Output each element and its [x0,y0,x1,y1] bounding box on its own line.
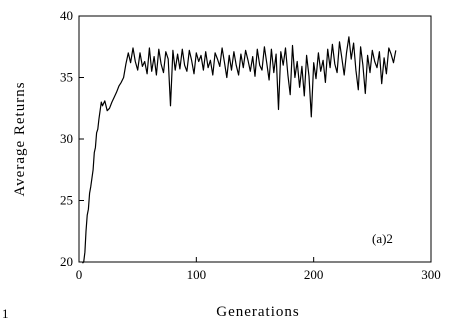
x-tick-label: 100 [187,267,207,282]
y-axis-ticks: 20 25 30 35 40 [60,8,84,269]
y-axis-title: Average Returns [12,81,28,196]
panel-annotation: (a)2 [372,231,393,246]
series-layer [82,36,397,264]
series-line [82,36,397,264]
x-tick-label: 200 [304,267,324,282]
x-tick-label: 300 [421,267,441,282]
y-tick-label: 30 [60,131,73,146]
x-axis-ticks: 0 100 200 300 [76,257,441,282]
y-tick-label: 20 [60,254,73,269]
y-tick-label: 40 [60,8,73,23]
y-tick-label: 35 [60,70,73,85]
x-axis-title: Generations [216,304,299,320]
x-tick-label: 0 [76,267,83,282]
stray-label: 1 [2,306,9,321]
y-tick-label: 25 [60,193,73,208]
